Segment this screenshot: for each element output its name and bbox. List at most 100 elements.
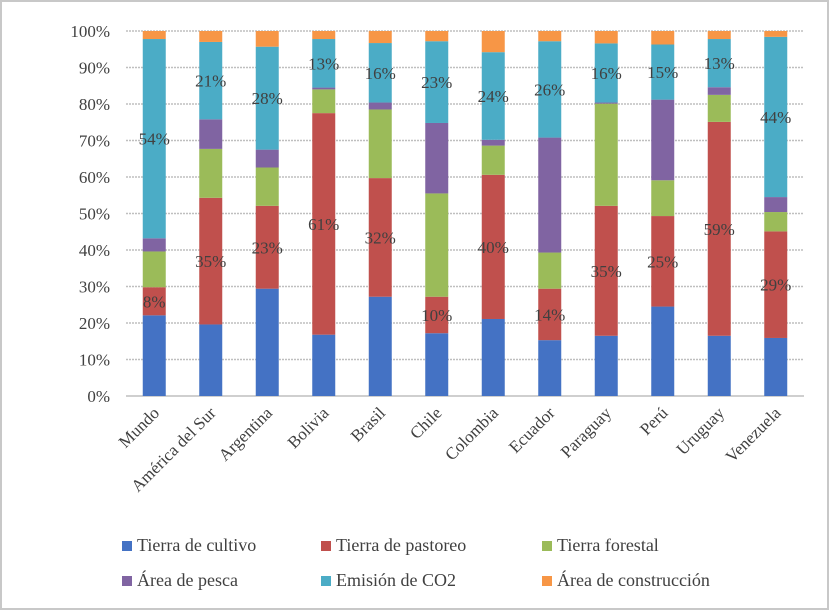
- y-tick-label: 50%: [79, 205, 110, 224]
- bar-segment: [368, 178, 392, 297]
- legend-label: Tierra de pastoreo: [336, 535, 467, 555]
- data-label: 32%: [365, 228, 396, 247]
- bar-segment: [538, 252, 562, 289]
- x-tick-label: Brasil: [347, 403, 389, 445]
- data-label: 54%: [139, 130, 170, 149]
- bar-segment: [368, 102, 392, 110]
- bar-segment: [199, 31, 223, 42]
- bar-segment: [481, 174, 505, 319]
- bar-segment: [368, 296, 392, 396]
- bar-segment: [368, 43, 392, 103]
- data-label: 29%: [760, 276, 791, 295]
- bar-segment: [594, 103, 618, 206]
- legend-item: Área de pesca: [122, 570, 238, 591]
- y-tick-label: 30%: [79, 278, 110, 297]
- bar-segment: [199, 41, 223, 120]
- y-tick-label: 100%: [70, 22, 110, 41]
- bar-segment: [538, 340, 562, 396]
- bar-segment: [368, 109, 392, 179]
- x-tick-label: Uruguay: [673, 403, 729, 459]
- data-label: 14%: [534, 305, 565, 324]
- bar-segment: [651, 44, 675, 100]
- legend-item: Tierra forestal: [542, 535, 659, 556]
- x-tick-label: Paraguay: [557, 403, 616, 462]
- x-tick-label: Colombia: [441, 403, 502, 464]
- bar-segment: [425, 333, 449, 396]
- data-label: 16%: [365, 64, 396, 83]
- legend-swatch: [542, 540, 552, 551]
- data-label: 44%: [760, 108, 791, 127]
- bar-segment: [142, 238, 166, 252]
- bar-segment: [142, 31, 166, 40]
- legend-label: Tierra forestal: [557, 535, 659, 555]
- data-label: 25%: [647, 252, 678, 271]
- bar-segment: [651, 216, 675, 307]
- bar-segment: [538, 137, 562, 253]
- legend-item: Emisión de CO2: [321, 570, 456, 591]
- bar-segment: [142, 39, 166, 239]
- bar-segment: [538, 31, 562, 42]
- bar-segment: [425, 193, 449, 297]
- legend-swatch: [542, 575, 552, 586]
- bar-segment: [651, 306, 675, 396]
- data-label: 61%: [308, 215, 339, 234]
- bar-segment: [707, 87, 731, 95]
- data-label: 23%: [421, 73, 452, 92]
- bar-segment: [651, 180, 675, 217]
- x-tick-label: Mundo: [115, 403, 163, 451]
- bar-segment: [481, 139, 505, 146]
- bar-segment: [594, 31, 618, 44]
- bar-segment: [368, 31, 392, 44]
- data-label: 59%: [704, 220, 735, 239]
- bar-segment: [199, 119, 223, 149]
- bar-segment: [707, 39, 731, 88]
- bar-segment: [255, 167, 279, 206]
- legend-label: Área de pesca: [137, 570, 238, 590]
- bar-segment: [764, 197, 788, 213]
- y-tick-label: 40%: [79, 241, 110, 260]
- bar-segment: [481, 31, 505, 53]
- bar-segment: [538, 288, 562, 341]
- data-label: 13%: [704, 54, 735, 73]
- data-label: 24%: [478, 87, 509, 106]
- bar-segment: [255, 205, 279, 289]
- bar-segment: [538, 41, 562, 138]
- bar-segment: [707, 335, 731, 396]
- bar-segment: [425, 122, 449, 194]
- bar-segment: [651, 31, 675, 45]
- legend-item: Tierra de cultivo: [122, 535, 256, 556]
- bar-segment: [481, 52, 505, 140]
- y-tick-label: 20%: [79, 314, 110, 333]
- bar-segment: [312, 89, 336, 114]
- y-tick-label: 80%: [79, 95, 110, 114]
- y-tick-label: 0%: [87, 387, 110, 406]
- legend-label: Área de construcción: [557, 570, 710, 590]
- bar-segment: [594, 102, 618, 104]
- bar-segment: [764, 212, 788, 232]
- data-label: 15%: [647, 63, 678, 82]
- bar-segment: [707, 94, 731, 122]
- y-tick-label: 90%: [79, 59, 110, 78]
- x-tick-label: Ecuador: [505, 403, 559, 457]
- data-label: 16%: [591, 64, 622, 83]
- data-label: 23%: [252, 238, 283, 257]
- bar-segment: [255, 288, 279, 396]
- bar-segment: [707, 31, 731, 40]
- data-label: 10%: [421, 306, 452, 325]
- bar-segment: [255, 31, 279, 47]
- x-tick-label: Bolivia: [284, 403, 333, 452]
- bar-segment: [255, 149, 279, 168]
- bar-segment: [142, 315, 166, 396]
- bar-segment: [425, 41, 449, 123]
- legend-swatch: [122, 540, 132, 551]
- data-label: 26%: [534, 80, 565, 99]
- bar-segment: [764, 231, 788, 338]
- bar-segment: [312, 39, 336, 88]
- x-tick-label: Chile: [406, 403, 445, 442]
- bar-segment: [481, 318, 505, 396]
- bar-segment: [764, 337, 788, 396]
- bar-segment: [312, 113, 336, 335]
- bar-segment: [142, 287, 166, 316]
- data-label: 13%: [308, 54, 339, 73]
- legend-swatch: [321, 575, 331, 586]
